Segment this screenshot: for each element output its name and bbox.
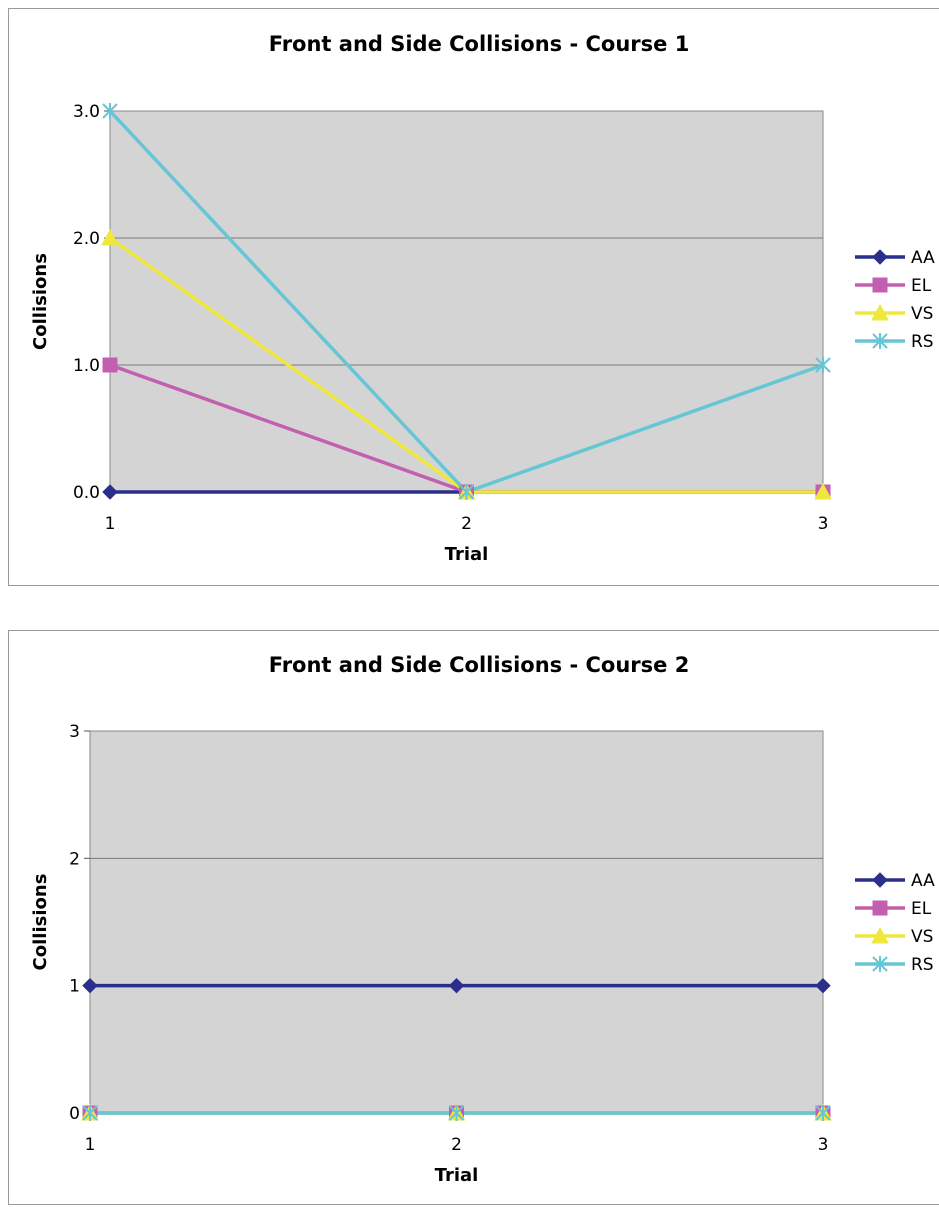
data-point-vs [101, 228, 119, 246]
legend-swatch-marker [871, 926, 889, 944]
legend: AA EL VS RS [855, 871, 935, 975]
y-tick-label: 3 [69, 722, 80, 742]
data-point-aa [815, 977, 831, 994]
series-markers-aa [82, 977, 831, 994]
x-tick-label: 1 [105, 514, 116, 534]
x-tick-label: 3 [818, 514, 829, 534]
legend-label: EL [911, 276, 932, 296]
legend-label: RS [911, 332, 934, 352]
legend-item-el: EL [855, 899, 932, 919]
legend-label: VS [911, 304, 933, 324]
legend-label: EL [911, 899, 932, 919]
data-point-rs [448, 1105, 465, 1121]
legend-label: VS [911, 927, 933, 947]
legend-swatch-marker [872, 872, 888, 888]
y-tick-label: 3.0 [73, 102, 100, 122]
y-tick-label: 2.0 [73, 229, 100, 249]
x-axis-title: Trial [445, 544, 489, 565]
legend-label: AA [911, 871, 935, 891]
y-tick-label: 0 [69, 1104, 80, 1124]
legend-label: RS [911, 955, 934, 975]
data-point-rs [458, 484, 475, 500]
legend-swatch-marker [872, 249, 888, 265]
legend-label: AA [911, 248, 935, 268]
x-tick-label: 1 [85, 1135, 96, 1155]
legend-swatch-marker [871, 303, 889, 321]
chart-course-1: Front and Side Collisions - Course 1 0.0 1… [8, 8, 939, 586]
data-point-vs [814, 482, 832, 500]
legend-item-vs: VS [855, 303, 933, 324]
legend-item-aa: AA [855, 248, 935, 268]
chart-title: Front and Side Collisions - Course 2 [269, 653, 690, 677]
legend-item-rs: RS [855, 332, 934, 352]
data-point-el [102, 357, 118, 373]
x-tick-label: 3 [818, 1135, 829, 1155]
x-tick-label: 2 [461, 514, 472, 534]
y-axis-title: Collisions [30, 253, 51, 350]
legend-swatch-marker [872, 956, 888, 972]
data-point-rs [82, 1105, 98, 1121]
x-tick-label: 2 [451, 1135, 462, 1155]
y-tick-label: 0.0 [73, 483, 100, 503]
plot-area [89, 730, 824, 1114]
y-tick-label: 2 [69, 849, 80, 869]
data-point-rs [102, 103, 118, 119]
legend-swatch-marker [872, 900, 888, 916]
legend-swatch-marker [872, 277, 888, 293]
data-point-rs [815, 1105, 831, 1121]
x-axis-title: Trial [435, 1165, 479, 1186]
legend-item-aa: AA [855, 871, 935, 891]
legend-item-rs: RS [855, 955, 934, 975]
series-markers-rs [82, 1105, 831, 1121]
chart-title: Front and Side Collisions - Course 1 [269, 32, 690, 56]
legend-item-vs: VS [855, 926, 933, 947]
line-chart-course-1: Front and Side Collisions - Course 10.01… [30, 32, 935, 565]
line-chart-course-2: Front and Side Collisions - Course 20123… [30, 653, 935, 1186]
legend-swatch-marker [872, 333, 888, 349]
y-tick-label: 1 [69, 977, 80, 997]
legend: AA EL VS RS [855, 248, 935, 352]
data-point-rs [815, 357, 831, 373]
data-point-aa [102, 484, 118, 500]
y-axis-title: Collisions [30, 874, 51, 971]
plot-area [109, 110, 824, 493]
data-point-aa [82, 977, 98, 994]
legend-item-el: EL [855, 276, 932, 296]
series-markers-rs [102, 103, 831, 500]
y-tick-label: 1.0 [73, 356, 100, 376]
data-point-aa [448, 977, 465, 994]
